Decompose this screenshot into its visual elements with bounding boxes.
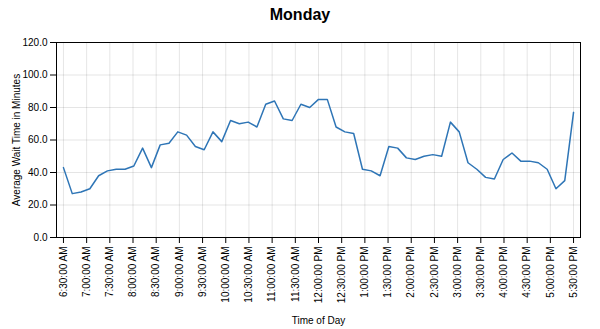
- svg-text:1:00:00 PM: 1:00:00 PM: [359, 247, 370, 298]
- svg-text:8:30:00 AM: 8:30:00 AM: [150, 247, 161, 298]
- svg-text:11:30:00 AM: 11:30:00 AM: [290, 247, 301, 302]
- svg-text:100.0: 100.0: [22, 69, 47, 80]
- svg-text:80.0: 80.0: [28, 102, 48, 113]
- svg-text:7:00:00 AM: 7:00:00 AM: [81, 247, 92, 298]
- svg-text:9:30:00 AM: 9:30:00 AM: [197, 247, 208, 298]
- svg-text:5:00:00 PM: 5:00:00 PM: [545, 247, 556, 298]
- svg-text:9:00:00 AM: 9:00:00 AM: [174, 247, 185, 298]
- svg-text:20.0: 20.0: [28, 199, 48, 210]
- svg-text:6:30:00 AM: 6:30:00 AM: [58, 247, 69, 298]
- svg-text:11:00:00 AM: 11:00:00 AM: [266, 247, 277, 302]
- svg-text:0.0: 0.0: [34, 232, 48, 243]
- svg-text:120.0: 120.0: [22, 37, 47, 48]
- svg-text:60.0: 60.0: [28, 134, 48, 145]
- svg-text:5:30:00 PM: 5:30:00 PM: [568, 247, 579, 298]
- svg-text:7:30:00 AM: 7:30:00 AM: [104, 247, 115, 298]
- svg-text:40.0: 40.0: [28, 167, 48, 178]
- svg-text:12:00:00 PM: 12:00:00 PM: [313, 247, 324, 304]
- svg-text:2:30:00 PM: 2:30:00 PM: [429, 247, 440, 298]
- svg-text:Average Wait Time in Minutes: Average Wait Time in Minutes: [11, 74, 22, 206]
- svg-text:4:00:00 PM: 4:00:00 PM: [498, 247, 509, 298]
- svg-text:3:30:00 PM: 3:30:00 PM: [475, 247, 486, 298]
- svg-text:10:30:00 AM: 10:30:00 AM: [243, 247, 254, 303]
- svg-text:1:30:00 PM: 1:30:00 PM: [382, 247, 393, 298]
- svg-text:8:00:00 AM: 8:00:00 AM: [127, 247, 138, 298]
- svg-text:2:00:00 PM: 2:00:00 PM: [405, 247, 416, 298]
- svg-text:Time of Day: Time of Day: [292, 315, 346, 326]
- svg-text:4:30:00 PM: 4:30:00 PM: [521, 247, 532, 298]
- svg-text:3:00:00 PM: 3:00:00 PM: [452, 247, 463, 298]
- svg-text:10:00:00 AM: 10:00:00 AM: [220, 247, 231, 303]
- html-text:Monday: Monday: [269, 6, 331, 23]
- svg-text:12:30:00 PM: 12:30:00 PM: [336, 247, 347, 304]
